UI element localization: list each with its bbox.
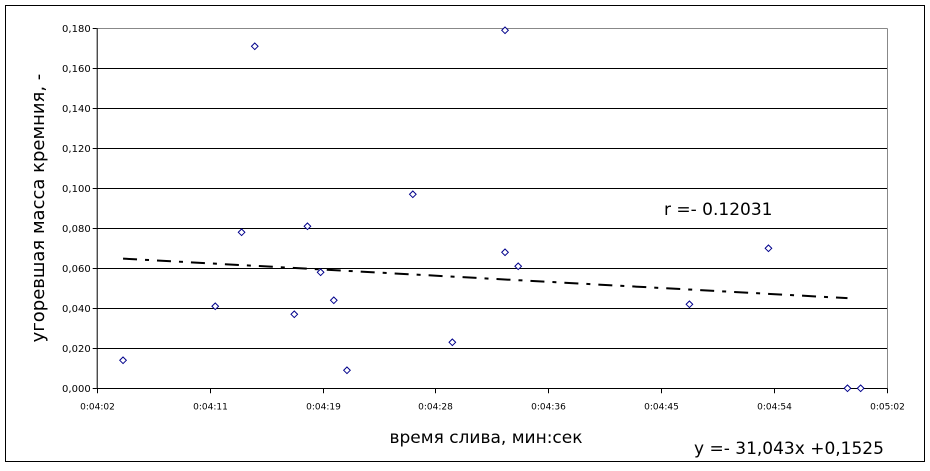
gridlines [96, 28, 888, 389]
axes [92, 28, 888, 394]
x-tick-label: 0:04:36 [531, 402, 566, 412]
data-point [342, 366, 351, 375]
y-axis-title: угоревшая масса кремния, - [28, 74, 49, 343]
trendline-equation: y =- 31,043x +0,1525 [694, 439, 884, 459]
y-tick-labels: 0,000 0,020 0,040 0,060 0,080 0,100 0,120 0,140… [62, 24, 91, 395]
y-tick-label: 0,100 [62, 184, 91, 195]
data-point [290, 310, 299, 319]
data-point [316, 268, 325, 277]
x-axis-title: время слива, мин:сек [389, 428, 582, 448]
data-point [501, 248, 510, 257]
y-tick-label: 0,000 [62, 384, 91, 395]
chart-border [5, 5, 925, 462]
y-tick-label: 0,040 [62, 304, 91, 315]
y-tick-label: 0,020 [62, 344, 91, 355]
y-tick-label: 0,180 [62, 24, 91, 35]
x-tick-label: 0:04:28 [418, 402, 453, 412]
data-point [211, 302, 220, 311]
data-point [237, 228, 246, 237]
x-tick-label: 0:05:02 [870, 402, 905, 412]
y-tick-label: 0,080 [62, 224, 91, 235]
x-tick-label: 0:04:11 [193, 402, 228, 412]
data-point [329, 296, 338, 305]
trendline [122, 257, 848, 300]
y-tick-label: 0,160 [62, 64, 91, 75]
data-point [303, 222, 312, 231]
x-tick-label: 0:04:02 [80, 402, 115, 412]
data-point [764, 244, 773, 253]
data-point [514, 262, 523, 271]
data-point [843, 384, 852, 393]
data-point [119, 356, 128, 365]
data-point [856, 384, 865, 393]
data-point [685, 300, 694, 309]
trendline-path [122, 257, 848, 300]
y-tick-label: 0,140 [62, 104, 91, 115]
data-point [501, 26, 510, 35]
x-tick-label: 0:04:19 [306, 402, 341, 412]
y-tick-label: 0,120 [62, 144, 91, 155]
x-tick-labels: 0:04:02 0:04:11 0:04:19 0:04:28 0:04:36 0:04:… [80, 402, 905, 412]
r-annotation: r =- 0.12031 [664, 200, 772, 220]
data-point [408, 190, 417, 199]
x-tick-label: 0:04:54 [757, 402, 792, 412]
data-point [448, 338, 457, 347]
y-tick-label: 0,060 [62, 264, 91, 275]
data-point [250, 42, 259, 51]
data-points [119, 26, 865, 393]
x-tick-label: 0:04:45 [644, 402, 679, 412]
